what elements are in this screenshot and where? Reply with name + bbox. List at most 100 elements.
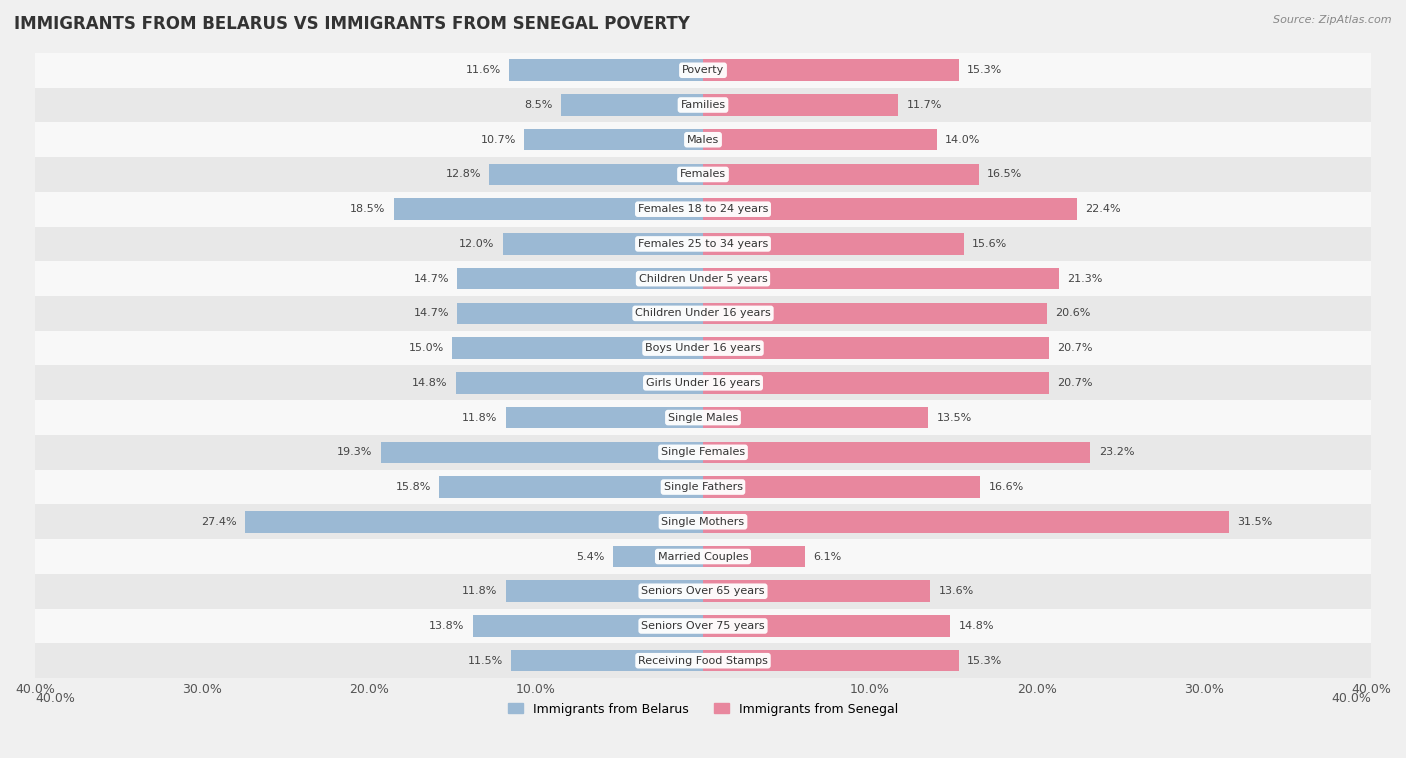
Text: 18.5%: 18.5%: [350, 204, 385, 215]
Text: 8.5%: 8.5%: [524, 100, 553, 110]
Bar: [453, 337, 703, 359]
Text: 23.2%: 23.2%: [1099, 447, 1135, 457]
Text: Females 18 to 24 years: Females 18 to 24 years: [638, 204, 768, 215]
Bar: [703, 59, 959, 81]
Text: Receiving Food Stamps: Receiving Food Stamps: [638, 656, 768, 666]
Text: 11.5%: 11.5%: [467, 656, 502, 666]
Text: Children Under 16 years: Children Under 16 years: [636, 309, 770, 318]
Bar: [510, 650, 703, 672]
Text: 15.8%: 15.8%: [395, 482, 430, 492]
Text: Single Fathers: Single Fathers: [664, 482, 742, 492]
Text: 14.7%: 14.7%: [413, 274, 449, 283]
Bar: [35, 122, 1371, 157]
Bar: [703, 94, 898, 116]
Text: IMMIGRANTS FROM BELARUS VS IMMIGRANTS FROM SENEGAL POVERTY: IMMIGRANTS FROM BELARUS VS IMMIGRANTS FR…: [14, 15, 690, 33]
Bar: [613, 546, 703, 567]
Bar: [703, 615, 950, 637]
Bar: [394, 199, 703, 220]
Text: Males: Males: [688, 135, 718, 145]
Text: 21.3%: 21.3%: [1067, 274, 1102, 283]
Text: 15.3%: 15.3%: [967, 656, 1002, 666]
Text: Source: ZipAtlas.com: Source: ZipAtlas.com: [1274, 15, 1392, 25]
Bar: [703, 164, 979, 185]
Text: 13.5%: 13.5%: [936, 412, 972, 422]
Text: Females: Females: [681, 170, 725, 180]
Text: Children Under 5 years: Children Under 5 years: [638, 274, 768, 283]
Text: 19.3%: 19.3%: [337, 447, 373, 457]
Bar: [35, 435, 1371, 470]
Bar: [35, 157, 1371, 192]
Bar: [703, 650, 959, 672]
Bar: [35, 262, 1371, 296]
Bar: [509, 59, 703, 81]
Bar: [381, 442, 703, 463]
Text: 12.0%: 12.0%: [458, 239, 495, 249]
Bar: [703, 442, 1091, 463]
Bar: [35, 53, 1371, 88]
Text: Single Mothers: Single Mothers: [661, 517, 745, 527]
Bar: [703, 581, 931, 602]
Text: 22.4%: 22.4%: [1085, 204, 1121, 215]
Text: 13.8%: 13.8%: [429, 621, 464, 631]
Bar: [457, 302, 703, 324]
Bar: [35, 365, 1371, 400]
Text: Married Couples: Married Couples: [658, 552, 748, 562]
Bar: [457, 268, 703, 290]
Text: 11.7%: 11.7%: [907, 100, 942, 110]
Text: 20.6%: 20.6%: [1056, 309, 1091, 318]
Bar: [35, 330, 1371, 365]
Bar: [703, 511, 1229, 533]
Text: 11.8%: 11.8%: [463, 412, 498, 422]
Bar: [35, 609, 1371, 644]
Text: 13.6%: 13.6%: [938, 586, 974, 597]
Bar: [489, 164, 703, 185]
Text: 16.6%: 16.6%: [988, 482, 1024, 492]
Bar: [703, 476, 980, 498]
Text: 14.0%: 14.0%: [945, 135, 980, 145]
Text: Females 25 to 34 years: Females 25 to 34 years: [638, 239, 768, 249]
Text: Boys Under 16 years: Boys Under 16 years: [645, 343, 761, 353]
Bar: [506, 407, 703, 428]
Text: 20.7%: 20.7%: [1057, 377, 1092, 388]
Text: 5.4%: 5.4%: [576, 552, 605, 562]
Text: Poverty: Poverty: [682, 65, 724, 75]
Bar: [35, 88, 1371, 122]
Bar: [561, 94, 703, 116]
Bar: [502, 233, 703, 255]
Text: 12.8%: 12.8%: [446, 170, 481, 180]
Bar: [703, 129, 936, 151]
Bar: [506, 581, 703, 602]
Bar: [35, 539, 1371, 574]
Bar: [703, 199, 1077, 220]
Bar: [524, 129, 703, 151]
Text: 16.5%: 16.5%: [987, 170, 1022, 180]
Bar: [703, 337, 1049, 359]
Text: 27.4%: 27.4%: [201, 517, 238, 527]
Text: 6.1%: 6.1%: [813, 552, 841, 562]
Text: Families: Families: [681, 100, 725, 110]
Bar: [703, 372, 1049, 393]
Legend: Immigrants from Belarus, Immigrants from Senegal: Immigrants from Belarus, Immigrants from…: [508, 703, 898, 716]
Bar: [35, 644, 1371, 678]
Bar: [35, 227, 1371, 262]
Bar: [35, 296, 1371, 330]
Text: 31.5%: 31.5%: [1237, 517, 1272, 527]
Bar: [35, 192, 1371, 227]
Bar: [703, 407, 928, 428]
Text: 11.6%: 11.6%: [465, 65, 501, 75]
Text: Seniors Over 75 years: Seniors Over 75 years: [641, 621, 765, 631]
Bar: [35, 504, 1371, 539]
Text: 40.0%: 40.0%: [35, 692, 75, 705]
Bar: [703, 302, 1047, 324]
Text: Single Females: Single Females: [661, 447, 745, 457]
Text: 11.8%: 11.8%: [463, 586, 498, 597]
Bar: [703, 268, 1059, 290]
Bar: [472, 615, 703, 637]
Bar: [703, 233, 963, 255]
Bar: [439, 476, 703, 498]
Text: 15.0%: 15.0%: [409, 343, 444, 353]
Text: Girls Under 16 years: Girls Under 16 years: [645, 377, 761, 388]
Bar: [246, 511, 703, 533]
Text: 20.7%: 20.7%: [1057, 343, 1092, 353]
Bar: [703, 546, 804, 567]
